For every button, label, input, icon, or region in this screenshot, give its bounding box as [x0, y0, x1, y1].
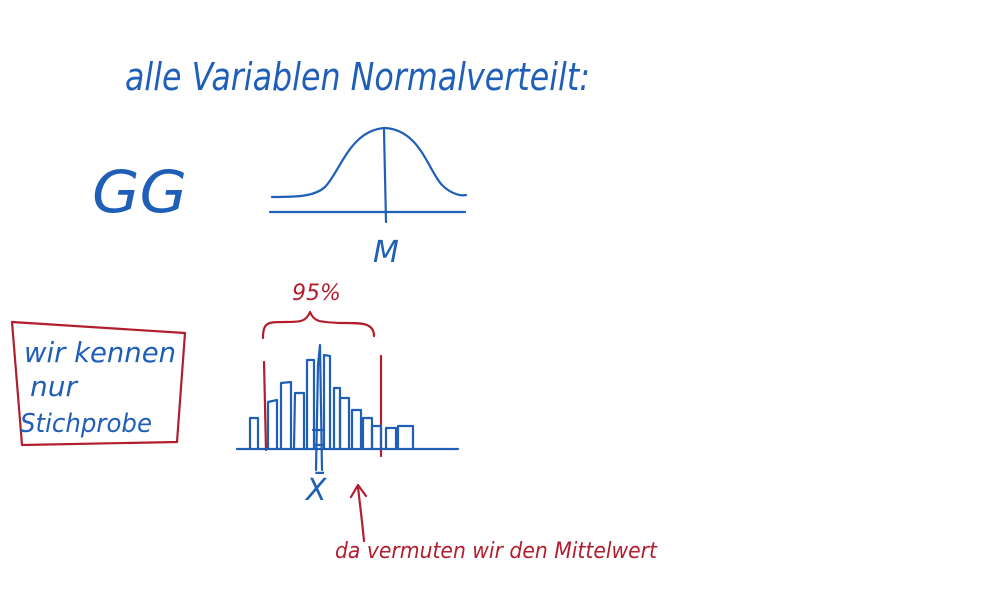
note-box — [10, 320, 187, 447]
arrow-to-mean — [349, 483, 368, 543]
brace-95 — [261, 310, 376, 340]
note-line-2: nur — [30, 370, 78, 403]
heading-text: alle Variablen Normalverteilt: — [125, 55, 590, 99]
sample-histogram — [235, 343, 460, 472]
arrow-note-text: da vermuten wir den Mittelwert — [335, 539, 658, 564]
mean-label: M — [373, 235, 399, 270]
note-line-3: Stichprobe — [20, 409, 152, 439]
normal-distribution-curve — [268, 126, 468, 224]
population-label: GG — [92, 158, 187, 226]
interval-left-line — [262, 360, 268, 452]
note-line-1: wir kennen — [24, 336, 176, 369]
percent-label: 95% — [292, 281, 341, 306]
sample-mean-label: X̄ — [304, 472, 328, 508]
